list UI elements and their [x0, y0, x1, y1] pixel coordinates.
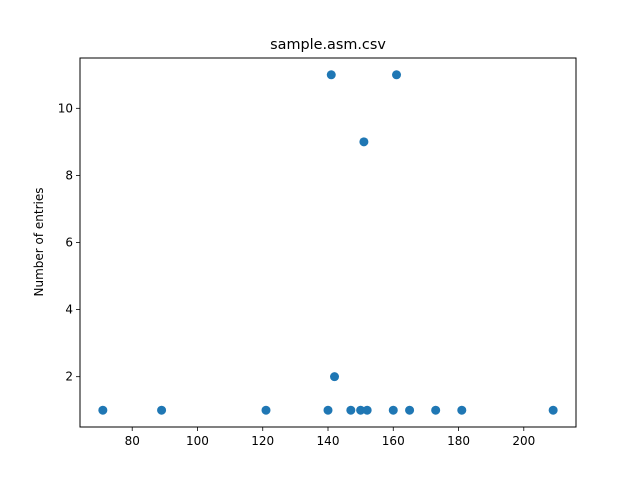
scatter-point	[326, 70, 336, 80]
y-axis-label: Number of entries	[32, 188, 46, 297]
x-tick-label: 140	[317, 434, 340, 448]
scatter-point	[362, 405, 372, 415]
x-tick-label: 200	[512, 434, 535, 448]
scatter-point	[261, 405, 271, 415]
chart-title: sample.asm.csv	[270, 37, 386, 53]
scatter-point	[323, 405, 333, 415]
x-tick-label: 80	[125, 434, 140, 448]
scatter-point	[431, 405, 441, 415]
y-tick-label: 2	[65, 370, 73, 384]
scatter-point	[330, 372, 340, 382]
scatter-point	[548, 405, 558, 415]
scatter-point	[405, 405, 415, 415]
y-tick-label: 8	[65, 168, 73, 182]
scatter-point	[457, 405, 467, 415]
scatter-point	[98, 405, 108, 415]
scatter-point	[346, 405, 356, 415]
scatter-point	[392, 70, 402, 80]
scatter-point	[388, 405, 398, 415]
scatter-point	[359, 137, 369, 147]
y-tick-label: 6	[65, 236, 73, 250]
plot-frame	[79, 57, 577, 428]
scatter-point	[157, 405, 167, 415]
x-tick-label: 120	[251, 434, 274, 448]
x-tick-label: 100	[186, 434, 209, 448]
axis-ticks: 80 100 120 140 160 180 200 2 4 6 8 10	[58, 101, 536, 448]
x-tick-label: 180	[447, 434, 470, 448]
y-tick-label: 10	[58, 101, 73, 115]
scatter-point	[356, 405, 366, 415]
data-points	[98, 70, 558, 415]
x-tick-label: 160	[382, 434, 405, 448]
y-tick-label: 4	[65, 303, 73, 317]
